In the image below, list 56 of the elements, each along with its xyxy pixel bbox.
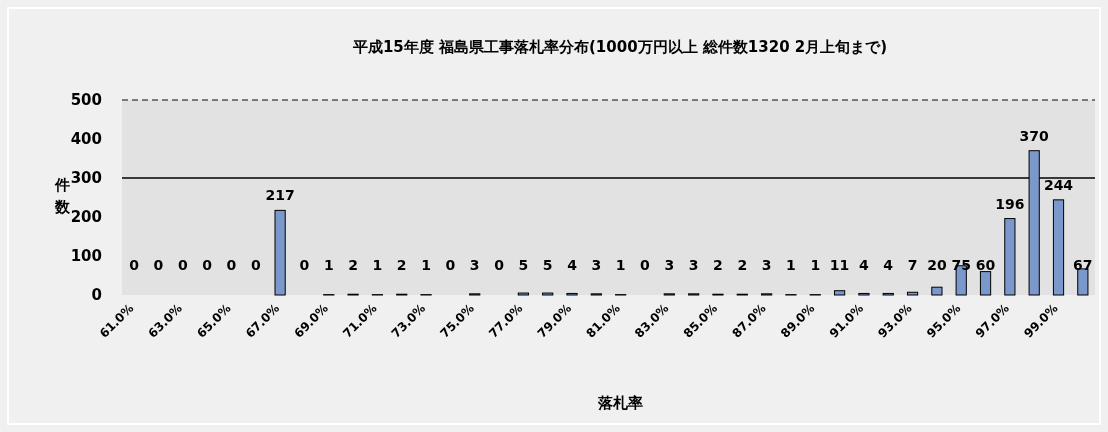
data-label: 3 [664,257,675,273]
data-label: 0 [445,257,456,273]
data-label: 2 [396,257,407,273]
x-axis-title: 落札率 [596,394,643,412]
data-label: 0 [640,257,651,273]
data-label: 1 [615,257,626,273]
bar [274,209,286,296]
y-axis-title: 件数 [53,176,71,216]
data-label: 3 [688,257,699,273]
data-label: 5 [542,257,553,273]
data-label: 1 [810,257,821,273]
data-label: 1 [421,257,431,273]
y-tick-label: 200 [70,208,102,226]
data-label: 196 [995,195,1025,212]
data-label: 2 [737,257,748,273]
bar [1052,199,1065,296]
data-label: 0 [177,257,188,273]
y-tick-label: 500 [70,91,102,109]
chart-title: 平成15年度 福島県工事落札率分布(1000万円以上 総件数1320 2月上旬まで) [351,38,888,56]
data-label: 4 [567,257,578,273]
data-label: 244 [1043,176,1074,193]
data-label: 7 [907,257,918,273]
data-label: 0 [153,257,164,273]
data-label: 2 [713,257,723,273]
data-label: 60 [975,257,996,273]
y-tick-label: 400 [70,130,102,148]
data-label: 0 [202,257,213,273]
data-label: 0 [299,257,310,273]
bar [906,291,919,296]
bar [833,290,846,296]
bar [1004,218,1016,296]
data-label: 3 [761,257,772,273]
data-label: 0 [129,257,140,273]
data-label: 1 [786,257,796,273]
y-tick-label: 100 [70,247,102,265]
data-label: 3 [591,257,602,273]
data-label: 67 [1073,257,1093,273]
data-label: 1 [323,257,334,273]
data-label: 0 [494,257,505,273]
bar [1077,268,1089,296]
data-label: 4 [883,257,894,273]
data-label: 20 [927,257,947,273]
bar [979,271,992,296]
bar [931,286,943,296]
data-label: 4 [859,257,870,273]
data-label: 1 [372,257,383,273]
y-tick-label: 300 [70,169,102,187]
data-label: 5 [518,257,529,273]
data-label: 217 [265,187,295,204]
data-label: 0 [226,257,237,273]
data-label: 2 [348,257,358,273]
data-label: 3 [469,257,480,273]
data-label: 0 [250,257,261,273]
y-tick-label: 0 [91,286,102,304]
data-label: 11 [829,257,850,273]
data-label: 370 [1019,127,1050,144]
